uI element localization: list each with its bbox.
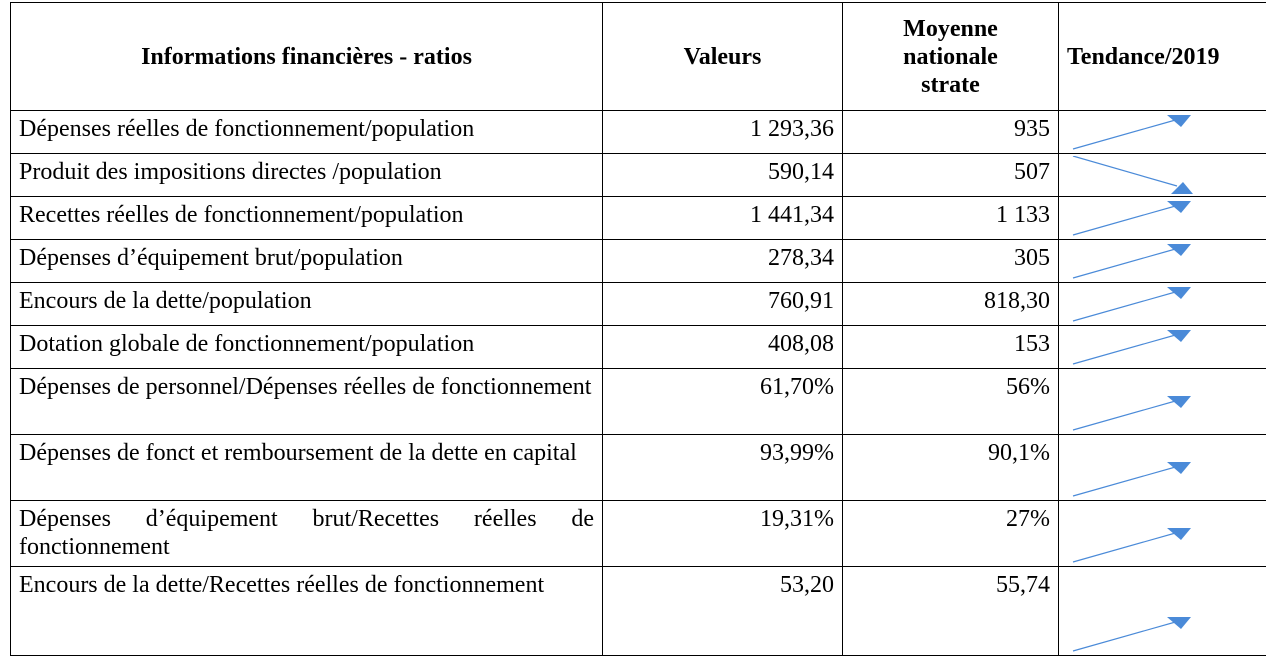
trend-arrow-up [1072, 462, 1191, 497]
value-cell: 61,70% [602, 368, 843, 435]
value-cell: 408,08 [602, 325, 843, 369]
ratio-label: Dépenses d’équipement brut/Recettes réel… [10, 500, 603, 567]
trend-cell [1058, 110, 1266, 154]
header-cell: Informations financières - ratios [10, 2, 603, 111]
trend-arrow-up [1072, 528, 1191, 563]
average-cell: 153 [842, 325, 1059, 369]
average-cell: 935 [842, 110, 1059, 154]
table-row: Produit des impositions directes /popula… [10, 153, 1266, 197]
trend-arrow-up [1072, 244, 1191, 279]
trend-cell [1058, 368, 1266, 435]
value-cell: 1 441,34 [602, 196, 843, 240]
trend-arrow-up [1072, 396, 1191, 431]
table-row: Recettes réelles de fonctionnement/popul… [10, 196, 1266, 240]
ratio-label: Encours de la dette/population [10, 282, 603, 326]
ratio-label: Produit des impositions directes /popula… [10, 153, 603, 197]
trend-cell [1058, 500, 1266, 567]
trend-arrow-up [1072, 201, 1191, 236]
header-row: Informations financières - ratios Valeur… [10, 2, 1266, 111]
value-cell: 53,20 [602, 566, 843, 656]
table-row: Dotation globale de fonctionnement/popul… [10, 325, 1266, 369]
ratio-label: Encours de la dette/Recettes réelles de … [10, 566, 603, 656]
trend-cell [1058, 282, 1266, 326]
trend-cell [1058, 434, 1266, 501]
table-row: Dépenses de fonct et remboursement de la… [10, 434, 1266, 501]
trend-cell [1058, 196, 1266, 240]
average-cell: 90,1% [842, 434, 1059, 501]
value-cell: 760,91 [602, 282, 843, 326]
trend-cell [1058, 239, 1266, 283]
value-cell: 590,14 [602, 153, 843, 197]
trend-arrow-down [1072, 156, 1193, 194]
average-cell: 507 [842, 153, 1059, 197]
value-cell: 93,99% [602, 434, 843, 501]
average-cell: 55,74 [842, 566, 1059, 656]
table-row: Dépenses réelles de fonctionnement/popul… [10, 110, 1266, 154]
average-cell: 56% [842, 368, 1059, 435]
ratio-label: Dotation globale de fonctionnement/popul… [10, 325, 603, 369]
value-cell: 19,31% [602, 500, 843, 567]
ratio-label: Dépenses de personnel/Dépenses réelles d… [10, 368, 603, 435]
table-row: Encours de la dette/Recettes réelles de … [10, 566, 1266, 656]
value-cell: 278,34 [602, 239, 843, 283]
ratio-label: Dépenses d’équipement brut/population [10, 239, 603, 283]
trend-cell [1058, 153, 1266, 197]
table-body: Dépenses réelles de fonctionnement/popul… [10, 110, 1266, 656]
header-cell: Tendance/2019 [1058, 2, 1266, 111]
table-row: Dépenses d’équipement brut/Recettes réel… [10, 500, 1266, 567]
average-cell: 27% [842, 500, 1059, 567]
average-cell: 305 [842, 239, 1059, 283]
average-cell: 818,30 [842, 282, 1059, 326]
ratio-label: Dépenses réelles de fonctionnement/popul… [10, 110, 603, 154]
ratio-label: Recettes réelles de fonctionnement/popul… [10, 196, 603, 240]
ratios-table: Informations financières - ratios Valeur… [10, 2, 1266, 656]
value-cell: 1 293,36 [602, 110, 843, 154]
header-cell: Moyenne nationale strate [842, 2, 1059, 111]
ratio-label: Dépenses de fonct et remboursement de la… [10, 434, 603, 501]
trend-cell [1058, 566, 1266, 656]
table-row: Encours de la dette/population 760,91 818,… [10, 282, 1266, 326]
trend-arrow-up [1072, 287, 1191, 322]
trend-cell [1058, 325, 1266, 369]
trend-arrow-up [1072, 115, 1191, 150]
header-cell: Valeurs [602, 2, 843, 111]
trend-arrow-up [1072, 330, 1191, 365]
table-row: Dépenses de personnel/Dépenses réelles d… [10, 368, 1266, 435]
trend-arrow-up [1072, 617, 1191, 652]
average-cell: 1 133 [842, 196, 1059, 240]
table-row: Dépenses d’équipement brut/population 278… [10, 239, 1266, 283]
